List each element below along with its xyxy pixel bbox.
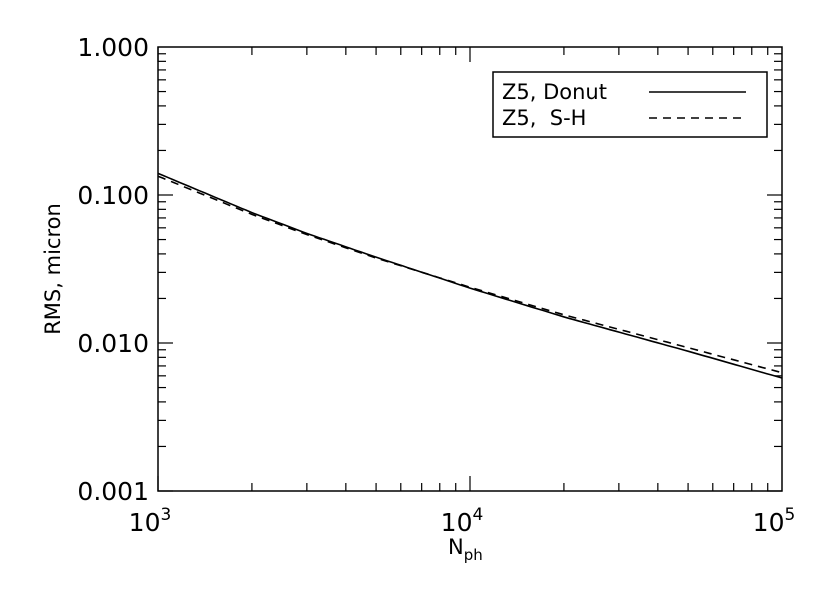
x-tick-label: 105 xyxy=(753,505,796,537)
x-tick-label-exponent: 5 xyxy=(784,505,795,525)
x-axis-title: Nph xyxy=(448,535,483,564)
series-line-sh xyxy=(157,175,783,374)
x-axis-title-main: N xyxy=(448,535,464,559)
plot-area-frame xyxy=(157,46,783,492)
series-line-donut xyxy=(157,172,783,379)
series-group xyxy=(157,172,783,379)
x-tick-label-base: 10 xyxy=(129,508,161,537)
legend-box xyxy=(492,71,768,138)
x-tick-label-base: 10 xyxy=(441,508,473,537)
y-tick-label: 0.010 xyxy=(77,329,149,358)
x-tick-label-base: 10 xyxy=(753,508,785,537)
x-tick-label-exponent: 4 xyxy=(472,505,483,525)
x-tick-label-exponent: 3 xyxy=(160,505,171,525)
y-tick-label: 1.000 xyxy=(77,33,149,62)
x-axis-title-subscript: ph xyxy=(464,546,483,564)
y-axis-title: RMS, micron xyxy=(41,203,65,335)
x-tick-label: 103 xyxy=(129,505,172,537)
y-tick-label: 0.100 xyxy=(77,181,149,210)
legend-label-donut: Z5, Donut xyxy=(502,80,607,104)
y-tick-label: 0.001 xyxy=(77,477,149,506)
x-tick-label: 104 xyxy=(441,505,484,537)
axis-ticks xyxy=(157,47,782,492)
legend: Z5, Donut Z5, S-H xyxy=(492,71,768,138)
legend-label-sh: Z5, S-H xyxy=(502,106,586,130)
